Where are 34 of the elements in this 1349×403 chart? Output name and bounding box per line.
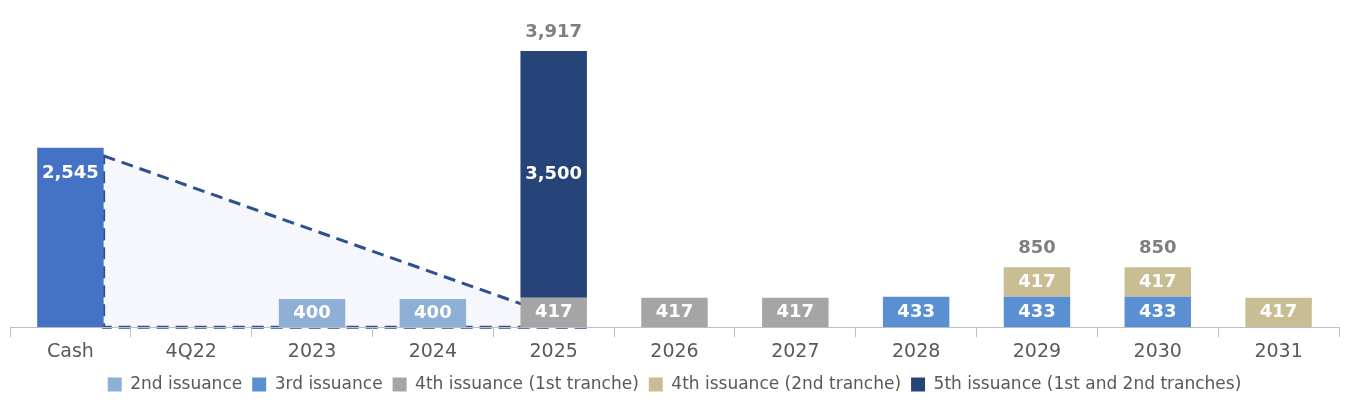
legend-label: 3rd issuance — [274, 372, 383, 393]
x-tick-label: 2030 — [1133, 338, 1182, 361]
data-label: 417 — [534, 300, 573, 322]
data-label: 417 — [776, 300, 815, 322]
data-label: 433 — [1018, 299, 1056, 321]
data-label: 417 — [1138, 269, 1177, 291]
bar — [37, 147, 104, 328]
data-label: 433 — [1138, 299, 1177, 321]
data-label: 3,500 — [525, 162, 583, 184]
legend-label: 2nd issuance — [130, 372, 243, 393]
legend-label: 4th issuance (2nd tranche) — [671, 372, 902, 393]
x-tick-label: 2026 — [650, 338, 699, 361]
legend-label: 5th issuance (1st and 2nd tranches) — [933, 372, 1242, 393]
data-label: 417 — [655, 300, 694, 322]
x-tick-label: 2024 — [408, 338, 458, 361]
data-label: 400 — [414, 300, 452, 322]
x-tick-label: 2029 — [1012, 338, 1062, 361]
data-label: 2,545 — [41, 161, 99, 183]
x-tick-label: 2027 — [771, 338, 820, 361]
total-label: 3,917 — [525, 19, 583, 41]
x-tick-label: 2031 — [1254, 338, 1303, 361]
data-label: 417 — [1018, 269, 1056, 291]
bar — [520, 51, 587, 298]
data-label: 400 — [293, 300, 331, 322]
x-tick-label: 2023 — [287, 338, 337, 361]
total-label: 850 — [1138, 235, 1177, 257]
x-tick-label: 2028 — [891, 338, 941, 361]
legend-label: 4th issuance (1st tranche) — [415, 372, 639, 393]
total-label: 850 — [1018, 235, 1056, 257]
x-tick-label: 2025 — [529, 338, 578, 361]
data-label: 417 — [1259, 300, 1298, 322]
x-tick-label: Cash — [46, 338, 94, 361]
x-tick-label: 4Q22 — [165, 338, 217, 361]
data-label: 433 — [897, 299, 935, 321]
